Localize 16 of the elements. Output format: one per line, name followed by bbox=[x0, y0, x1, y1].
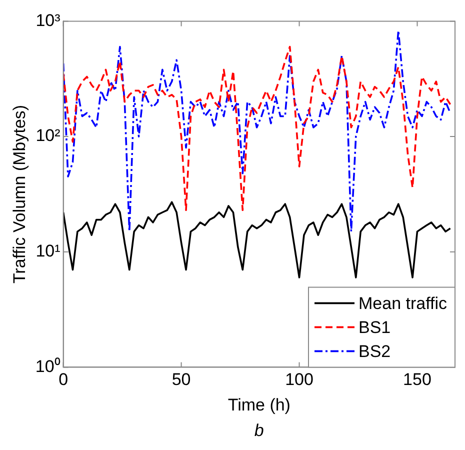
x-tick-label: 50 bbox=[172, 370, 191, 390]
legend-label: Mean traffic bbox=[358, 294, 448, 313]
y-tick-label: 10¹ bbox=[36, 242, 61, 261]
line-series bbox=[63, 46, 452, 212]
y-tick-label: 10³ bbox=[36, 10, 61, 30]
y-tick-label: 10⁰ bbox=[35, 356, 60, 376]
text: b bbox=[254, 421, 264, 440]
y-axis-title: Traffic Volumn (Mbytes) bbox=[10, 104, 29, 284]
legend-label: BS2 bbox=[358, 342, 391, 361]
x-tick-label: 150 bbox=[403, 370, 432, 390]
x-tick-label: 100 bbox=[285, 370, 314, 390]
x-axis-title: Time (h) bbox=[228, 395, 290, 414]
line-series bbox=[63, 30, 452, 232]
x-tick-label: 0 bbox=[58, 370, 68, 390]
legend-label: BS1 bbox=[358, 318, 391, 337]
y-tick-label: 10² bbox=[36, 126, 61, 146]
